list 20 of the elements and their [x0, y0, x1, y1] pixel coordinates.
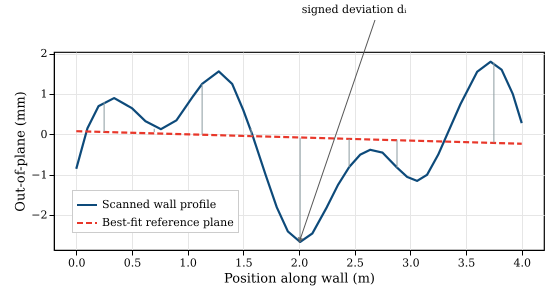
x-axis-title: Position along wall (m)	[224, 272, 375, 286]
x-tick-label: 0.0	[68, 256, 86, 270]
annotation: signed deviation dᵢ	[302, 3, 408, 16]
x-tick-label: 0.5	[124, 256, 142, 270]
x-tick-label: 3.5	[458, 256, 476, 270]
y-axis-title: Out-of-plane (mm)	[13, 91, 28, 212]
y-tick-label: −1	[31, 168, 48, 182]
line-series	[75, 60, 523, 244]
y-tick-label: 1	[40, 88, 48, 101]
x-tick-label: 2.5	[346, 256, 364, 270]
x-tick-label: 1.5	[235, 256, 253, 270]
x-tick-label: 2.0	[290, 256, 308, 270]
y-tick-label: −2	[31, 208, 48, 222]
x-tick-label: 4.0	[513, 256, 531, 270]
x-tick-label: 3.0	[402, 256, 420, 270]
y-tick-label: 2	[40, 47, 48, 60]
y-tick-label: 0	[40, 128, 48, 141]
x-tick-label: 1.0	[179, 256, 197, 270]
legend-label: Scanned wall profile	[102, 198, 216, 211]
legend-label: Best-fit reference plane	[102, 216, 234, 229]
